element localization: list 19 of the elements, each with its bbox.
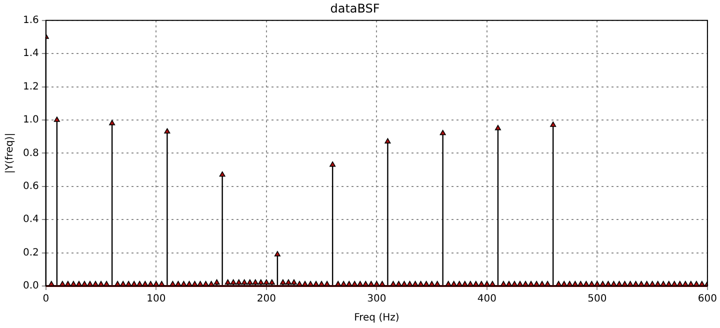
y-tick-label: 1.4 xyxy=(22,48,39,60)
y-tick-label: 1.6 xyxy=(22,14,39,26)
x-axis-title: Freq (Hz) xyxy=(354,312,400,324)
x-tick-label: 300 xyxy=(367,294,386,305)
x-tick-label: 200 xyxy=(256,294,276,305)
y-tick-label: 0.6 xyxy=(22,180,39,192)
y-tick-label: 0.2 xyxy=(22,247,39,258)
chart-title: dataBSF xyxy=(330,1,380,16)
y-tick-label: 0.8 xyxy=(22,148,39,159)
y-axis-title: |Y(freq)| xyxy=(4,132,16,174)
y-tick-label: 1.0 xyxy=(22,114,39,126)
x-tick-label: 400 xyxy=(477,294,496,305)
y-tick-label: 0.0 xyxy=(22,280,39,292)
y-tick-label: 0.4 xyxy=(22,214,39,226)
x-tick-label: 600 xyxy=(698,294,718,305)
x-tick-label: 100 xyxy=(146,294,166,305)
x-tick-label: 0 xyxy=(42,294,50,305)
y-tick-label: 1.2 xyxy=(22,81,39,92)
x-tick-label: 500 xyxy=(588,294,607,305)
